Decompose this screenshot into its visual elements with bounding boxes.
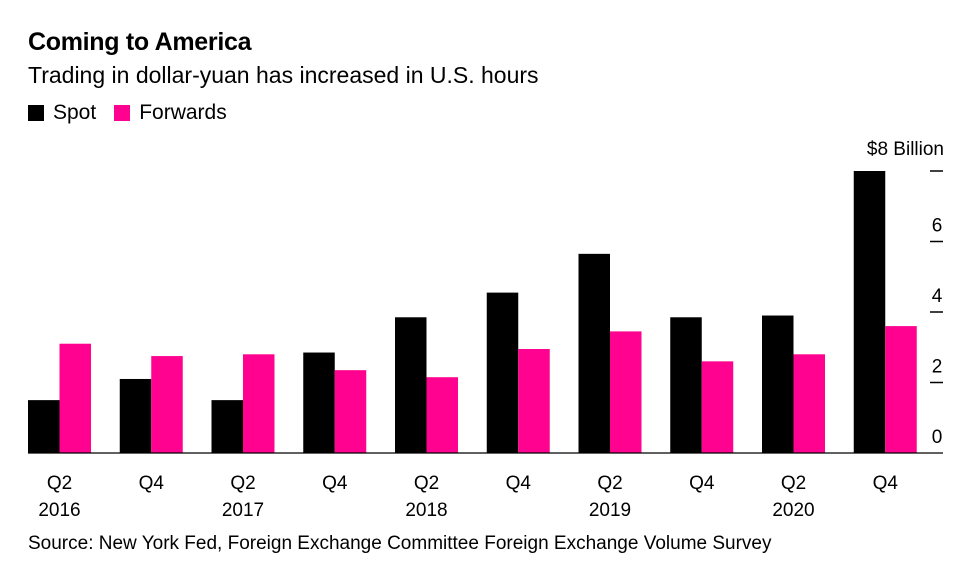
bar-spot-8	[670, 317, 702, 453]
x-tick-year-7: 2019	[589, 500, 631, 521]
bar-forwards-6	[518, 349, 550, 453]
bar-spot-4	[303, 352, 335, 453]
bar-forwards-4	[334, 370, 367, 453]
bar-forwards-9	[793, 354, 825, 453]
x-tick-year-3: 2017	[222, 500, 264, 521]
bar-spot-1	[28, 400, 60, 453]
chart-subtitle: Trading in dollar-yuan has increased in …	[28, 62, 539, 88]
x-tick-label-6: Q4	[506, 473, 532, 494]
x-tick-label-5: Q2	[414, 473, 439, 494]
x-tick-year-5: 2018	[405, 500, 447, 521]
bar-forwards-5	[426, 377, 458, 453]
source-note: Source: New York Fed, Foreign Exchange C…	[28, 533, 772, 554]
x-tick-year-9: 2020	[772, 500, 814, 521]
bar-spot-3	[211, 400, 243, 453]
y-unit-label: $8 Billion	[867, 139, 944, 160]
bar-spot-10	[853, 171, 886, 453]
legend-item-forwards: Forwards	[114, 101, 227, 125]
bar-forwards-3	[243, 354, 275, 453]
x-tick-label-4: Q4	[322, 473, 348, 494]
x-tick-label-8: Q4	[689, 473, 715, 494]
legend-label-spot: Spot	[53, 101, 97, 124]
y-tick-label-6: 6	[932, 216, 943, 237]
x-tick-label-9: Q2	[781, 473, 806, 494]
x-tick-label-7: Q2	[597, 473, 622, 494]
bar-forwards-2	[151, 356, 183, 453]
bar-forwards-7	[610, 331, 642, 453]
y-tick-label-0: 0	[932, 427, 943, 448]
bar-spot-9	[762, 315, 794, 453]
x-tick-label-1: Q2	[47, 473, 72, 494]
bar-spot-2	[119, 378, 152, 453]
bar-forwards-10	[885, 326, 917, 453]
x-tick-label-10: Q4	[873, 473, 899, 494]
legend-swatch-forwards	[114, 105, 131, 121]
x-tick-label-3: Q2	[230, 473, 255, 494]
bar-forwards-1	[59, 343, 91, 453]
chart-title: Coming to America	[28, 28, 252, 56]
bar-spot-6	[486, 292, 519, 453]
bar-spot-7	[578, 253, 610, 453]
x-tick-label-2: Q4	[139, 473, 165, 494]
x-tick-year-1: 2016	[38, 500, 80, 521]
y-tick-label-2: 2	[932, 357, 943, 378]
legend-label-forwards: Forwards	[139, 101, 227, 124]
bar-forwards-8	[701, 361, 734, 453]
legend: Spot Forwards	[28, 101, 245, 125]
bar-spot-5	[395, 317, 427, 453]
legend-item-spot: Spot	[28, 101, 96, 125]
y-tick-label-4: 4	[932, 286, 943, 307]
legend-swatch-spot	[28, 105, 44, 121]
